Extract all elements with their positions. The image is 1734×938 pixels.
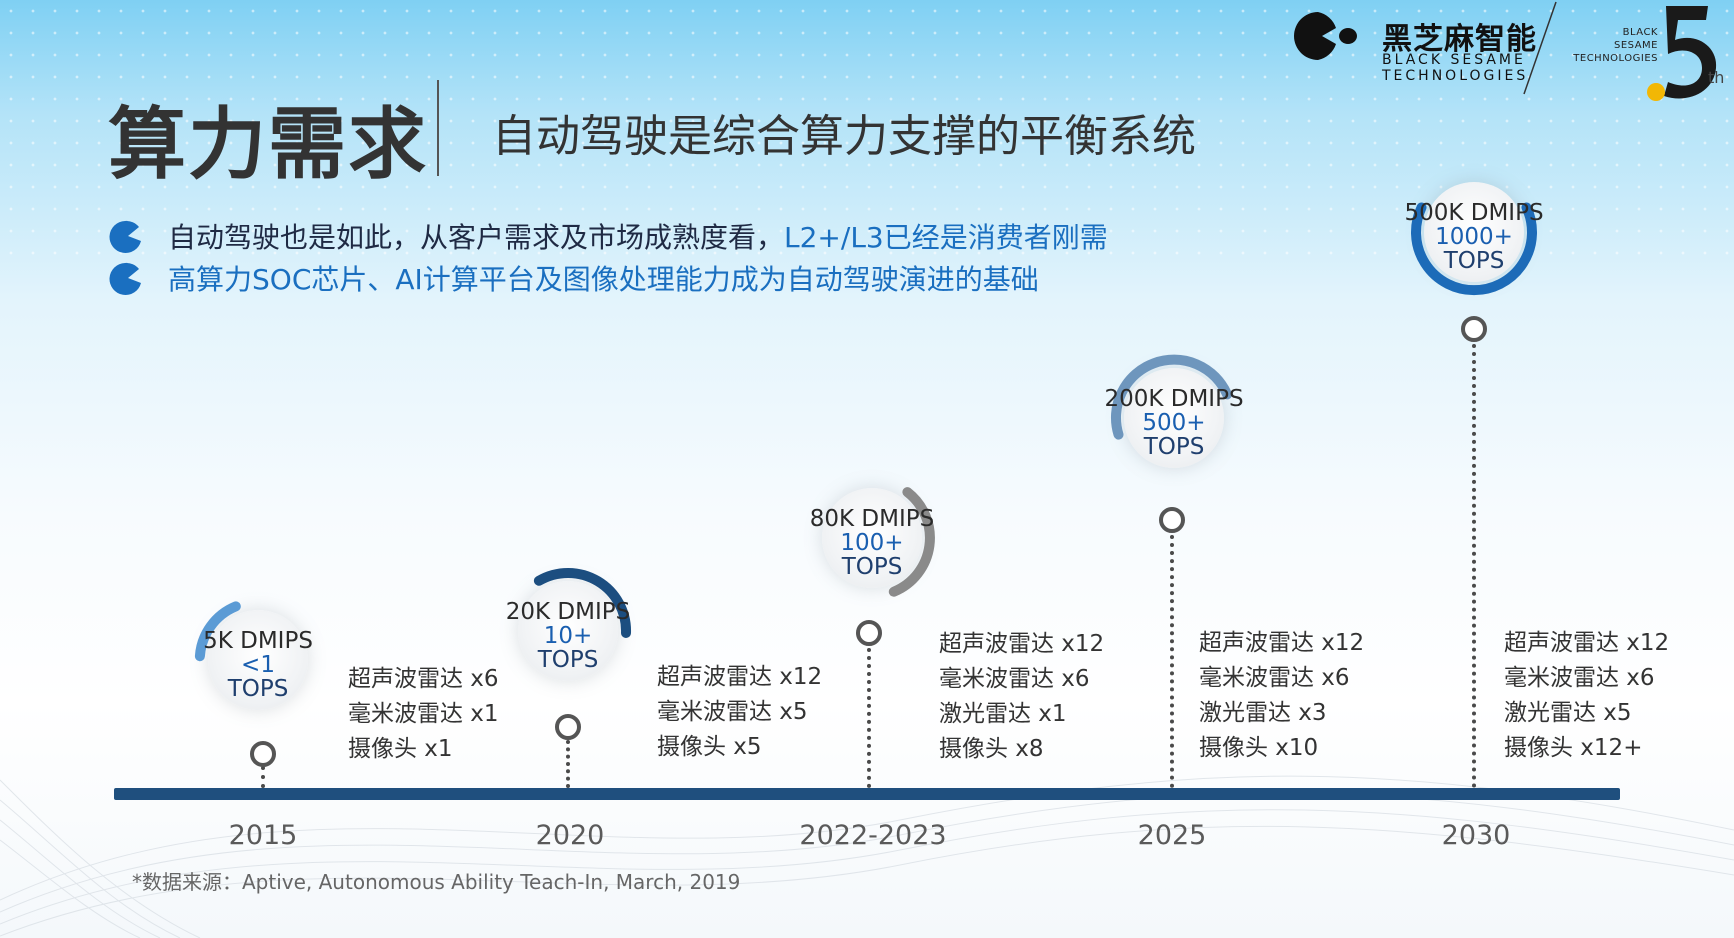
progress-arc: [888, 487, 935, 597]
sensor-item: 超声波雷达 x12: [939, 631, 1105, 657]
tops-unit: TOPS: [1443, 248, 1505, 274]
tops-unit: TOPS: [227, 676, 289, 702]
bubble-disc: [822, 488, 922, 588]
data-source-note: *数据来源：Aptive, Autonomous Ability Teach-I…: [132, 870, 741, 894]
anniversary-suffix: th: [1708, 68, 1725, 87]
sensor-item: 超声波雷达 x12: [657, 664, 823, 690]
sensor-list: 超声波雷达 x12 毫米波雷达 x6 激光雷达 x1 摄像头 x8: [939, 627, 1104, 767]
milestone-node: [856, 620, 882, 646]
milestone-connector: [261, 766, 265, 788]
logo-name-cn: 黑芝麻智能: [1382, 22, 1537, 57]
dmips-label: 20K DMIPS: [505, 599, 631, 625]
bullet-highlight: L2+/L3已经是消费者刚需: [784, 221, 1108, 254]
logo-en-line2: TECHNOLOGIES: [1382, 68, 1529, 84]
bullet-item: 高算力SOC芯片、AI计算平台及图像处理能力成为自动驾驶演进的基础: [106, 258, 1039, 298]
milestone-node: [555, 714, 581, 740]
sensor-list: 超声波雷达 x12 毫米波雷达 x6 激光雷达 x3 摄像头 x10: [1199, 626, 1364, 766]
bubble-disc: [1124, 368, 1224, 468]
bullet-pacman-icon: [109, 262, 141, 295]
milestone-node: [1461, 316, 1487, 342]
sensor-item: 超声波雷达 x6: [348, 666, 499, 692]
dmips-label: 5K DMIPS: [203, 628, 313, 654]
bullet-item: 自动驾驶也是如此，从客户需求及市场成熟度看， L2+/L3已经是消费者刚需: [106, 216, 1108, 256]
anniversary-line3: TECHNOLOGIES: [1573, 53, 1658, 64]
milestone-connector: [566, 740, 570, 788]
tops-value: 500+: [1142, 410, 1206, 436]
sensor-item: 毫米波雷达 x6: [939, 666, 1090, 692]
compute-bubble: 20K DMIPS 10+ TOPS: [497, 560, 639, 702]
tops-value: 1000+: [1435, 224, 1513, 250]
sensor-item: 毫米波雷达 x5: [657, 699, 808, 725]
anniversary-line1: BLACK: [1622, 27, 1658, 38]
progress-arc: [533, 567, 632, 638]
logo-divider-slash: [1523, 1, 1557, 95]
bubble-disc: [518, 581, 618, 681]
dmips-label: 80K DMIPS: [809, 506, 935, 532]
milestone-node: [250, 741, 276, 767]
sensor-item: 摄像头 x5: [657, 734, 762, 760]
anniversary-line2: SESAME: [1614, 40, 1658, 51]
tops-value: 10+: [543, 623, 593, 649]
compute-bubble: 5K DMIPS <1 TOPS: [187, 589, 329, 731]
dmips-label: 200K DMIPS: [1104, 386, 1244, 412]
bullet-text: 高算力SOC芯片、AI计算平台及图像处理能力成为自动驾驶演进的基础: [168, 263, 1039, 296]
milestone-year: 2025: [1137, 820, 1207, 851]
sensor-item: 摄像头 x8: [939, 736, 1044, 762]
sensor-item: 摄像头 x12+: [1504, 735, 1643, 761]
sensor-item: 摄像头 x10: [1199, 735, 1319, 761]
sensor-item: 摄像头 x1: [348, 736, 453, 762]
timeline-axis: [114, 788, 1620, 800]
progress-arc: [1111, 354, 1233, 440]
page-subtitle: 自动驾驶是综合算力支撑的平衡系统: [492, 111, 1196, 162]
logo-name-en: BLACK SESAME TECHNOLOGIES: [1382, 52, 1528, 84]
compute-bubble: 80K DMIPS 100+ TOPS: [801, 467, 943, 609]
bubble-disc: [1424, 182, 1524, 282]
milestone-connector: [867, 648, 871, 788]
tops-value: 100+: [840, 530, 904, 556]
compute-bubble: 500K DMIPS 1000+ TOPS: [1403, 161, 1545, 303]
sensor-list: 超声波雷达 x6 毫米波雷达 x1 摄像头 x1: [348, 662, 499, 767]
bullet-text: 自动驾驶也是如此，从客户需求及市场成熟度看，: [168, 221, 785, 254]
sensor-item: 激光雷达 x1: [939, 701, 1067, 727]
anniversary-text: BLACK SESAME TECHNOLOGIES: [1570, 26, 1658, 65]
milestone-year: 2030: [1441, 820, 1511, 851]
milestone-node: [1159, 507, 1185, 533]
dmips-label: 500K DMIPS: [1404, 200, 1544, 226]
compute-bubble: 200K DMIPS 500+ TOPS: [1103, 347, 1245, 489]
sensor-item: 超声波雷达 x12: [1199, 630, 1365, 656]
milestone-connector: [1170, 535, 1174, 788]
tops-unit: TOPS: [841, 554, 903, 580]
anniversary-five-icon: [1647, 6, 1717, 101]
sensor-list: 超声波雷达 x12 毫米波雷达 x6 激光雷达 x5 摄像头 x12+: [1504, 626, 1669, 766]
sensor-item: 激光雷达 x5: [1504, 700, 1632, 726]
tops-unit: TOPS: [537, 647, 599, 673]
progress-arc: [1411, 202, 1537, 296]
logo-mark-icon: [1294, 12, 1357, 60]
bubble-disc: [208, 610, 308, 710]
sensor-item: 超声波雷达 x12: [1504, 630, 1670, 656]
milestone-year: 2022-2023: [799, 820, 947, 851]
milestone-connector: [1472, 344, 1476, 788]
sensor-item: 毫米波雷达 x6: [1504, 665, 1655, 691]
sensor-item: 毫米波雷达 x6: [1199, 665, 1350, 691]
sensor-list: 超声波雷达 x12 毫米波雷达 x5 摄像头 x5: [657, 660, 822, 765]
logo-en-line1: BLACK SESAME: [1382, 52, 1526, 68]
bullet-pacman-icon: [109, 220, 141, 253]
milestone-year: 2015: [228, 820, 298, 851]
sensor-item: 毫米波雷达 x1: [348, 701, 499, 727]
sensor-item: 激光雷达 x3: [1199, 700, 1327, 726]
milestone-year: 2020: [535, 820, 605, 851]
tops-unit: TOPS: [1143, 434, 1205, 460]
page-title: 算力需求: [108, 100, 429, 190]
progress-arc: [194, 601, 241, 662]
title-divider: [437, 80, 439, 176]
tops-value: <1: [241, 652, 275, 678]
